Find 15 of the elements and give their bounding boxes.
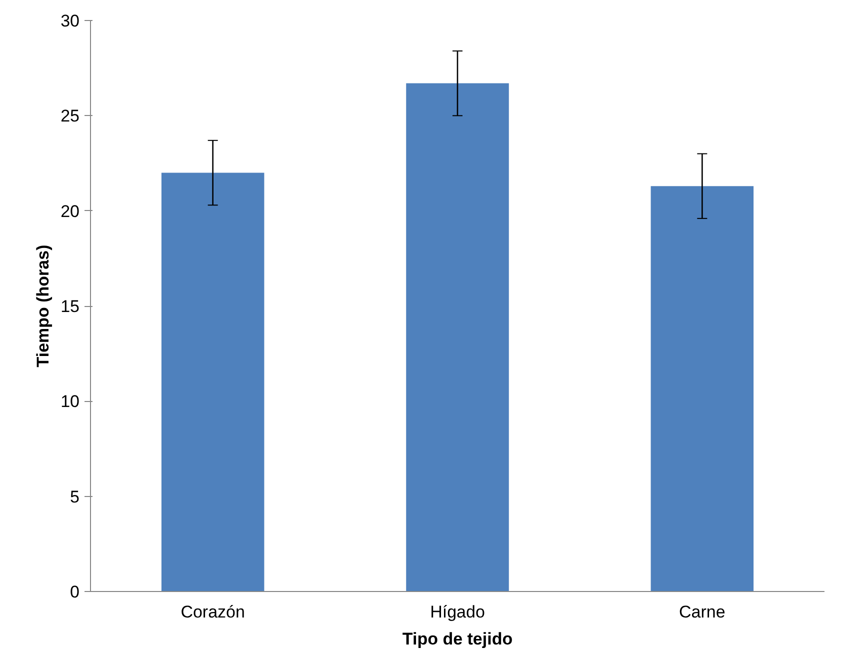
y-tick-label: 30 <box>60 12 80 30</box>
y-tick-label: 10 <box>60 392 80 412</box>
bar <box>406 83 509 592</box>
x-axis-title: Tipo de tejido <box>402 630 513 648</box>
x-tick-label: Hígado <box>430 602 485 622</box>
x-tick-label: Carne <box>679 602 726 622</box>
y-tick-label: 5 <box>70 487 80 506</box>
bar <box>161 172 264 592</box>
y-tick-label: 25 <box>60 106 80 126</box>
y-tick-label: 0 <box>70 582 80 602</box>
x-tick-label: Corazón <box>180 602 245 622</box>
y-axis-title: Tiempo (horas) <box>34 244 53 368</box>
bar <box>650 186 754 592</box>
y-tick-label: 15 <box>60 297 80 316</box>
y-tick-label: 20 <box>60 202 80 221</box>
